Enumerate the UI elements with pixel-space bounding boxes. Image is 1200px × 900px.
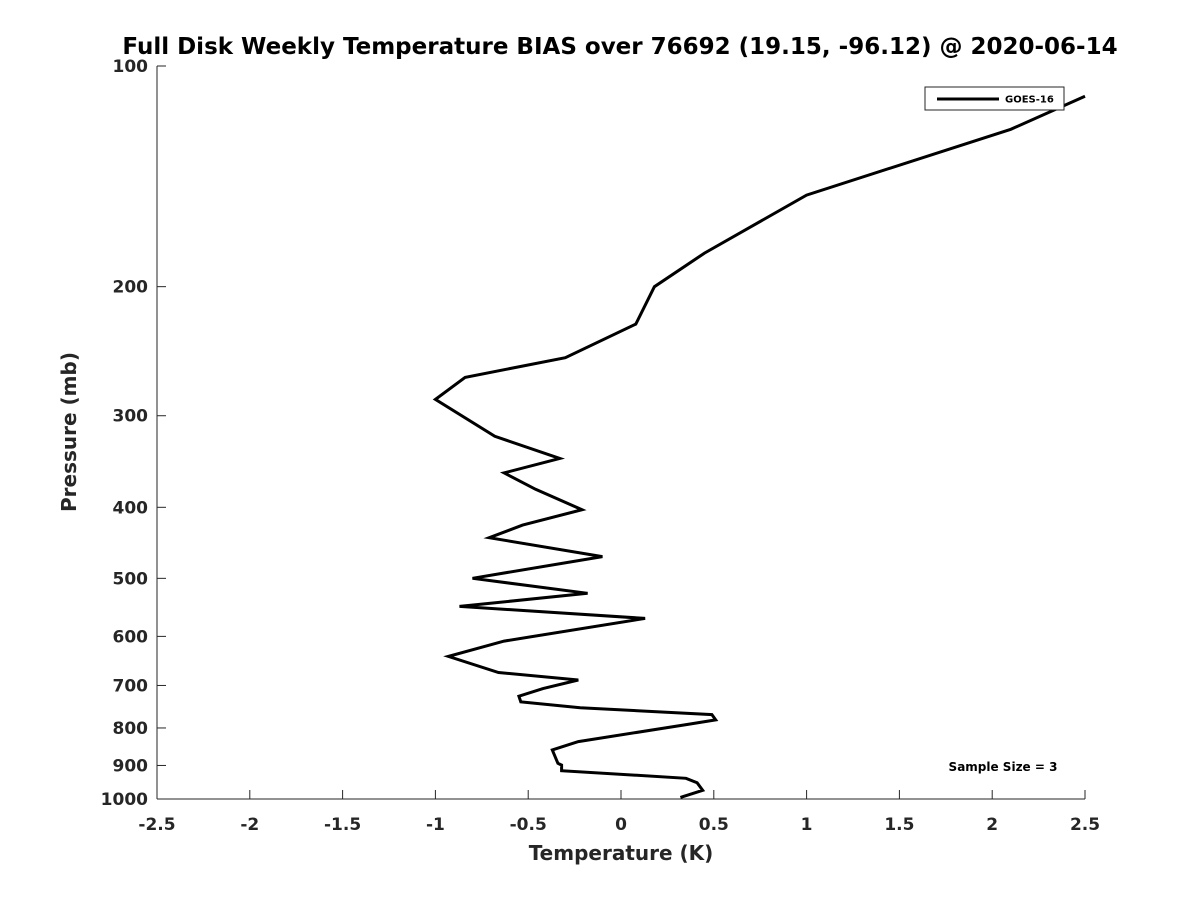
series-line-goes-16 <box>432 94 1086 799</box>
y-axis-label: Pressure (mb) <box>57 352 81 512</box>
y-axis-ticks: 100 200 300 400 500 600 700 800 900 1000 <box>101 57 166 810</box>
y-tick-label: 600 <box>113 627 149 647</box>
y-tick-label: 100 <box>113 57 149 77</box>
x-tick-label: -1 <box>426 815 445 835</box>
x-tick-label: 1 <box>801 815 813 835</box>
plot-area: -2.5 -2 -1.5 -1 -0.5 0 0.5 1 1.5 2 2.5 100 200 300 40… <box>101 57 1100 835</box>
x-axis-ticks: -2.5 -2 -1.5 -1 -0.5 0 0.5 1 1.5 2 2.5 <box>138 790 1100 835</box>
x-tick-label: -0.5 <box>510 815 547 835</box>
x-tick-label: 2 <box>986 815 998 835</box>
y-tick-label: 900 <box>113 756 149 776</box>
series-layer <box>432 94 1086 799</box>
x-tick-label: 1.5 <box>884 815 914 835</box>
x-tick-label: -2.5 <box>138 815 175 835</box>
chart-title: Full Disk Weekly Temperature BIAS over 7… <box>122 34 1117 60</box>
y-tick-label: 1000 <box>101 790 148 810</box>
y-tick-label: 500 <box>113 569 149 589</box>
legend-label-goes-16: GOES-16 <box>1005 95 1054 106</box>
x-tick-label: -2 <box>240 815 259 835</box>
y-tick-label: 300 <box>113 407 149 427</box>
x-tick-label: 0 <box>615 815 627 835</box>
x-tick-label: 2.5 <box>1070 815 1100 835</box>
x-axis-label: Temperature (K) <box>529 841 714 865</box>
sample-size-annotation: Sample Size = 3 <box>949 760 1058 774</box>
x-tick-label: -1.5 <box>324 815 361 835</box>
y-tick-label: 200 <box>113 278 149 298</box>
legend: GOES-16 <box>924 86 1065 111</box>
y-tick-label: 700 <box>113 676 149 696</box>
y-tick-label: 800 <box>113 719 149 739</box>
x-tick-label: 0.5 <box>699 815 729 835</box>
y-tick-label: 400 <box>113 498 149 518</box>
